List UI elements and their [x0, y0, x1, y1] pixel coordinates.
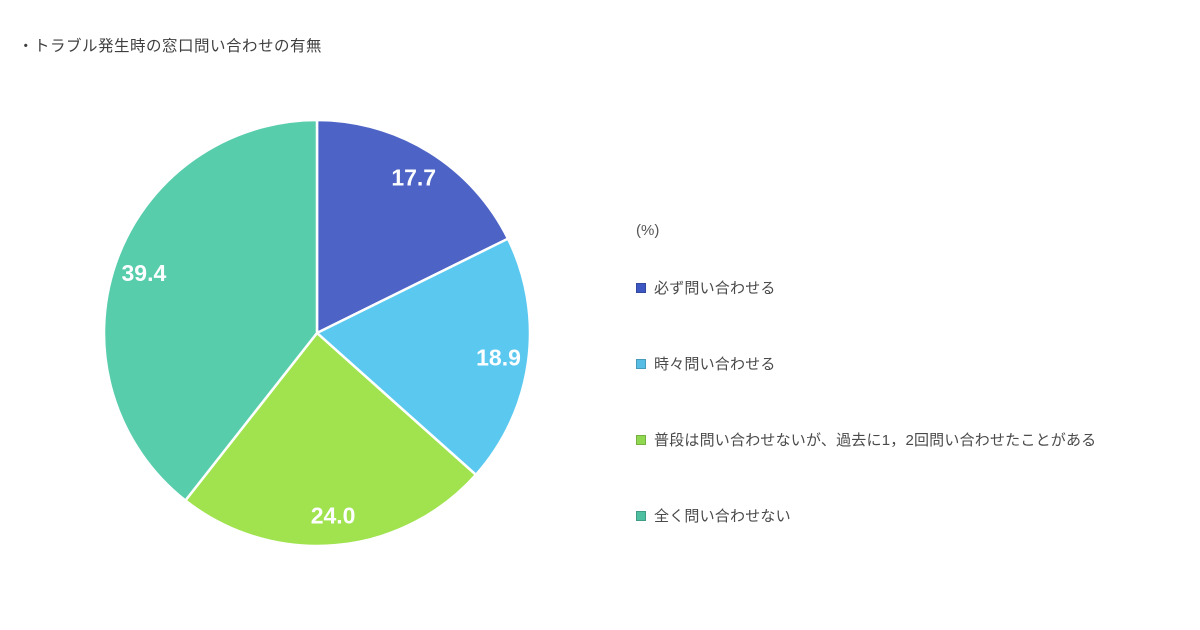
pie-slice-1 [315, 237, 532, 477]
legend-swatch-icon [636, 510, 646, 521]
legend-item-label: 普段は問い合わせないが、過去に1，2回問い合わせたことがある [654, 432, 1097, 449]
pie-chart: 17.7 18.9 24.0 39.4 [102, 118, 532, 548]
pie-slice-2 [184, 331, 478, 548]
legend-item-label: 必ず問い合わせる [654, 280, 776, 297]
slice-value-label: 18.9 [476, 345, 521, 371]
legend-swatch-icon [636, 358, 646, 369]
pie-slice-3 [102, 118, 319, 502]
slice-value-label: 24.0 [311, 503, 356, 529]
legend-item: 全く問い合わせない [636, 505, 1196, 526]
pie-slice-0 [315, 118, 510, 335]
legend-item: 必ず問い合わせる [636, 277, 1196, 298]
slice-value-label: 39.4 [122, 260, 167, 286]
legend-item-label: 時々問い合わせる [654, 356, 776, 373]
legend-item: 普段は問い合わせないが、過去に1，2回問い合わせたことがある [636, 429, 1196, 450]
chart-legend: (%) 必ず問い合わせる 時々問い合わせる 普段は問い合わせないが、過去に1，2… [636, 222, 1196, 581]
legend-item: 時々問い合わせる [636, 353, 1196, 374]
page-title: ・トラブル発生時の窓口問い合わせの有無 [18, 38, 323, 55]
slice-value-label: 17.7 [391, 164, 436, 190]
legend-swatch-icon [636, 434, 646, 445]
legend-swatch-icon [636, 282, 646, 293]
legend-unit-label: (%) [636, 222, 660, 239]
legend-item-label: 全く問い合わせない [654, 508, 791, 525]
